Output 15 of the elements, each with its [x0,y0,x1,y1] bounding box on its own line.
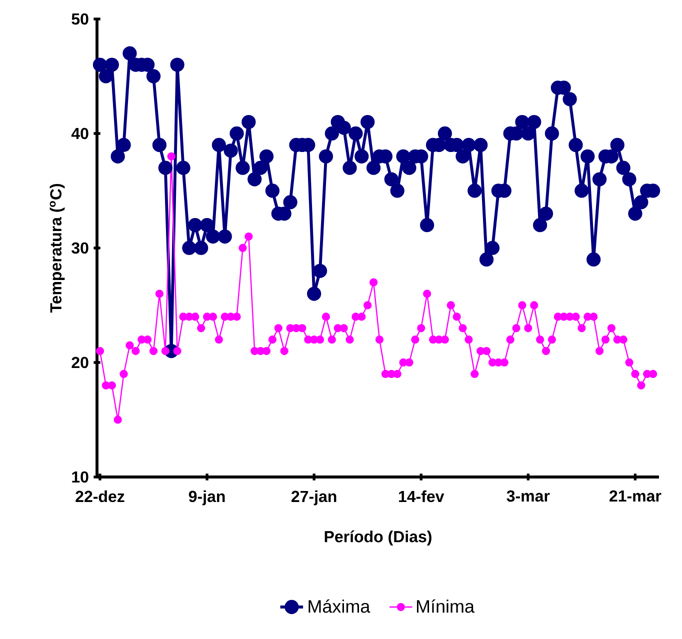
y-tick-label: 40 [71,128,88,140]
x-tick-label: 14-fev [398,490,444,502]
y-tick-label: 30 [72,242,88,254]
y-axis-title: Temperatura ($^{o}$C) [50,184,65,313]
legend-label: Mínima [416,599,475,613]
x-tick-label: 22-dez [76,490,124,502]
legend-label: Máxima [308,599,370,613]
y-tick-label: 10 [72,471,88,483]
x-tick-label: 27-jan [292,490,336,506]
x-tick-label: 21-mar [610,490,662,502]
y-tick-label: 20 [72,356,88,368]
x-tick-label: 9-jan [188,490,225,506]
x-axis-title: Período (Dias) [324,530,432,546]
y-tick-label: 50 [72,13,88,25]
x-tick-label: 3-mar [506,490,550,502]
